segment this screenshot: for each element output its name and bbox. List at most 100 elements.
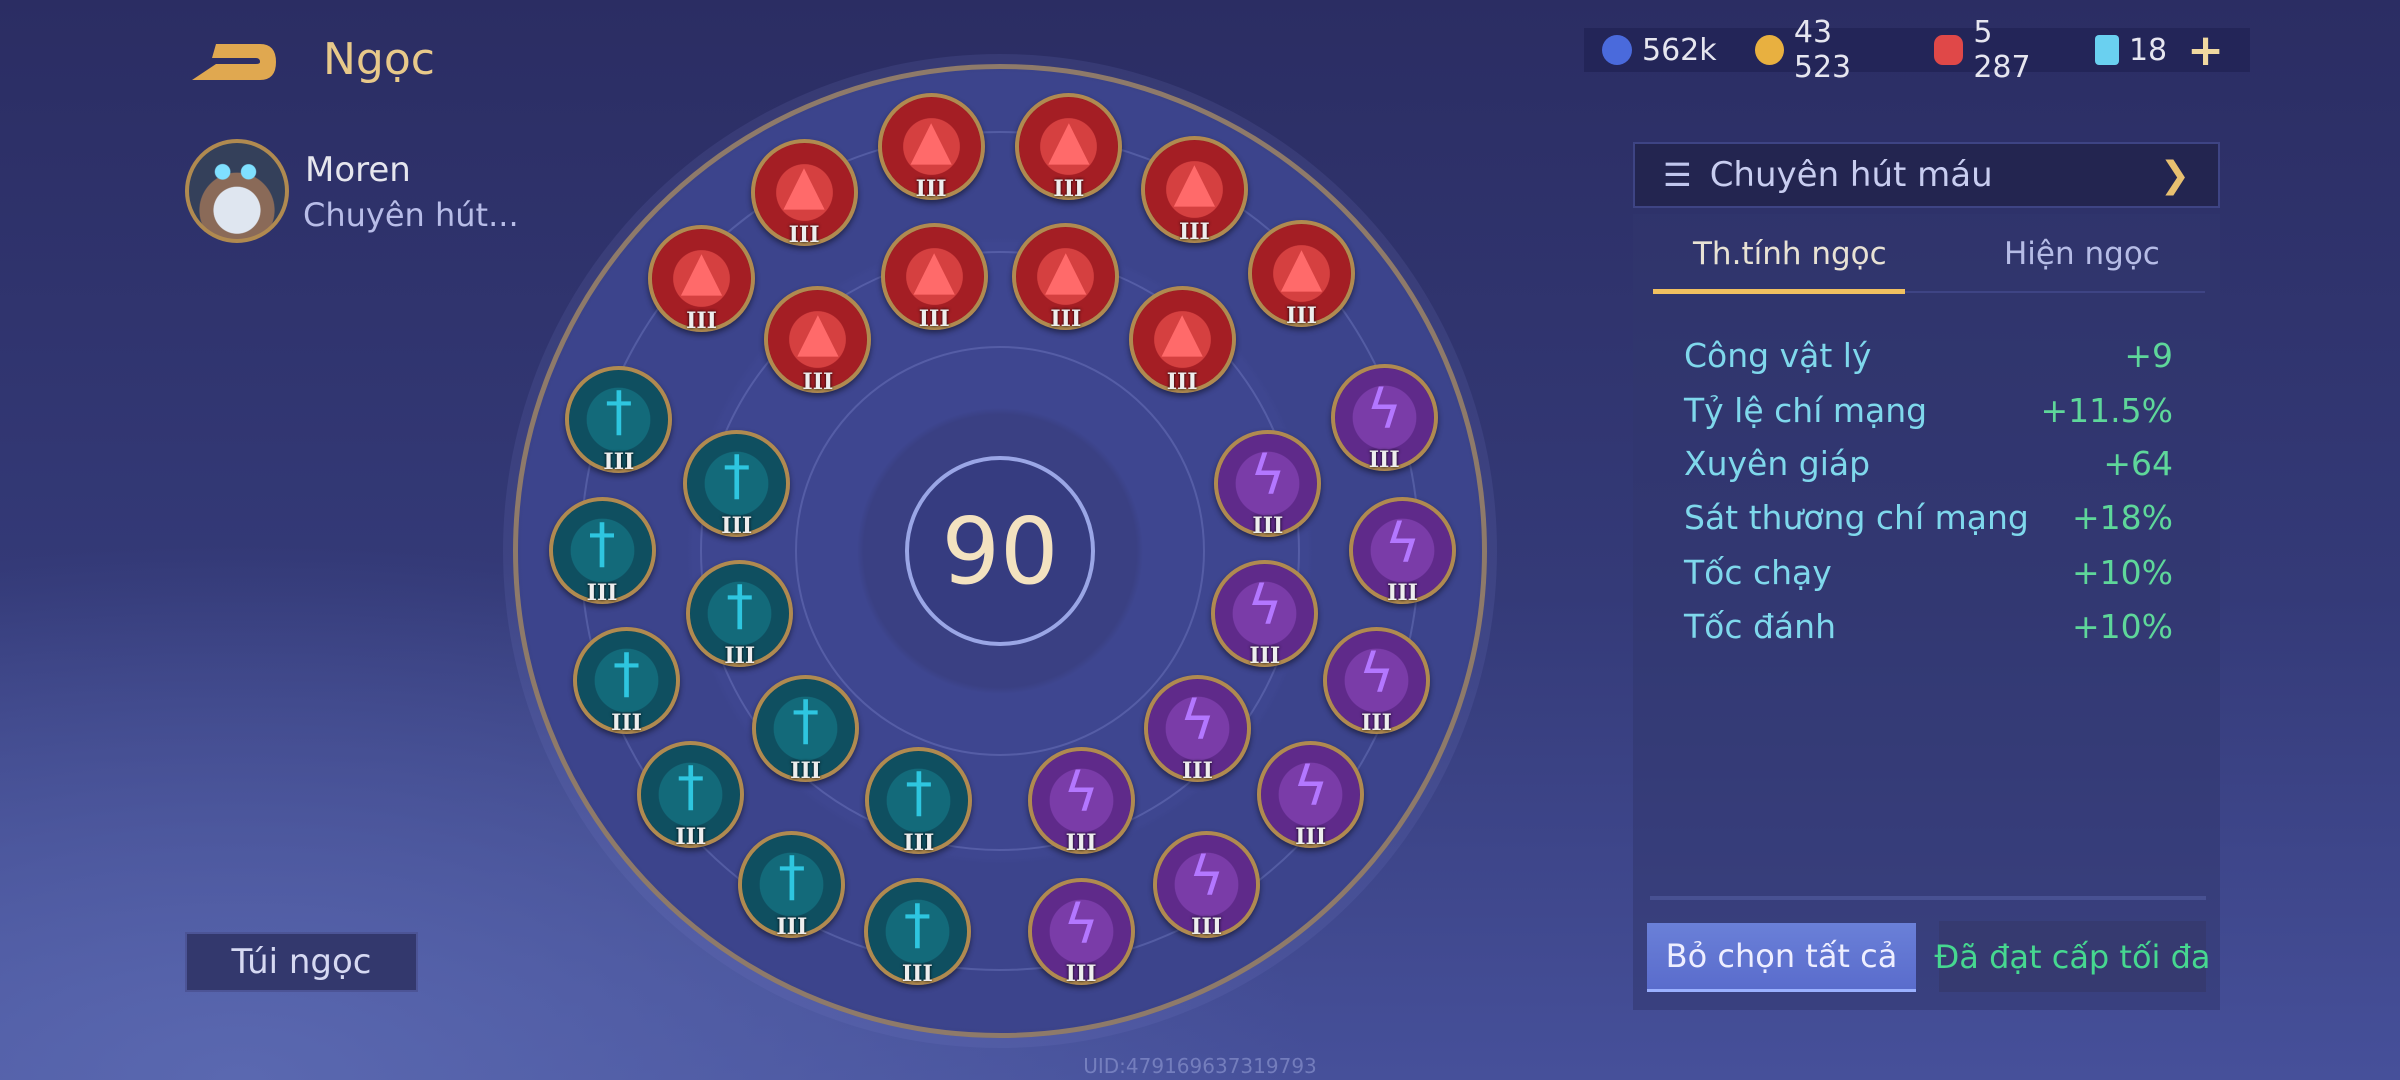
gem-level: III	[918, 306, 950, 333]
gem-slot-red[interactable]: ▲ III	[750, 138, 858, 248]
board-ring	[795, 346, 1205, 756]
gem-slot-teal[interactable]: † III	[863, 878, 971, 988]
sword-icon: †	[792, 689, 820, 753]
stat-value: +64	[2103, 444, 2173, 483]
gem-level: III	[901, 961, 933, 988]
gem-slot-teal[interactable]: † III	[637, 740, 745, 850]
gem-level: III	[1053, 176, 1085, 203]
claw-icon: ▲	[910, 107, 952, 171]
gem-slot-teal[interactable]: † III	[548, 497, 656, 607]
tab-gem-stats[interactable]: Th.tính ngọc	[1693, 236, 1887, 272]
claw-icon: ▲	[1048, 107, 1090, 171]
gem-level: III	[721, 512, 753, 539]
stat-value: +10%	[2072, 553, 2173, 592]
gem-level: III	[1178, 218, 1210, 245]
gold-coin-icon	[1754, 35, 1784, 65]
gem-slot-purple[interactable]: ϟ III	[1349, 497, 1457, 606]
claw-icon: ▲	[913, 237, 955, 301]
gem-slot-teal[interactable]: † III	[752, 674, 860, 784]
stats-panel	[1633, 214, 2220, 1010]
gem-slot-red[interactable]: ▲ III	[1248, 220, 1356, 329]
gem-level: III	[724, 642, 756, 669]
lightning-icon: ϟ	[1358, 641, 1395, 705]
add-currency-button[interactable]: +	[2187, 24, 2224, 76]
gem-slot-purple[interactable]: ϟ III	[1153, 830, 1261, 940]
gem-slot-purple[interactable]: ϟ III	[1027, 746, 1135, 856]
gem-slot-teal[interactable]: † III	[565, 365, 673, 475]
gem-slot-teal[interactable]: † III	[865, 746, 973, 856]
gem-slot-teal[interactable]: † III	[686, 559, 794, 669]
sword-icon: †	[903, 892, 931, 956]
gem-slot-red[interactable]: ▲ III	[1140, 135, 1248, 245]
gem-slot-purple[interactable]: ϟ III	[1027, 878, 1135, 988]
max-level-button: Đã đạt cấp tối đa	[1935, 921, 2211, 992]
deselect-all-button[interactable]: Bỏ chọn tất cả	[1647, 923, 1916, 992]
gem-slot-purple[interactable]: ϟ III	[1323, 627, 1431, 737]
gem-level: III	[586, 580, 618, 607]
gem-slot-purple[interactable]: ϟ III	[1211, 559, 1319, 669]
lightning-icon: ϟ	[1063, 892, 1099, 956]
gem-slot-teal[interactable]: † III	[573, 627, 681, 737]
board-ring	[700, 251, 1300, 851]
lightning-icon: ϟ	[1179, 689, 1216, 753]
gem-level: III	[611, 710, 642, 737]
gem-level: III	[1361, 710, 1392, 737]
stat-label: Sát thương chí mạng	[1684, 498, 2029, 537]
stat-label: Tốc đánh	[1684, 607, 1836, 646]
sword-icon: †	[726, 574, 754, 638]
claw-icon: ▲	[797, 300, 839, 364]
gem-level: III	[1295, 823, 1327, 850]
gem-slot-teal[interactable]: † III	[683, 429, 791, 539]
stat-value: +9	[2124, 336, 2173, 375]
gem-slot-red[interactable]: ▲ III	[764, 285, 872, 395]
claw-icon: ▲	[680, 239, 723, 303]
gem-slot-red[interactable]: ▲ III	[880, 223, 988, 333]
lightning-icon: ϟ	[1250, 444, 1286, 508]
gem-slot-red[interactable]: ▲ III	[877, 93, 985, 203]
gem-level: III	[1050, 306, 1082, 333]
sword-icon: †	[605, 380, 633, 443]
tab-show-gems[interactable]: Hiện ngọc	[2004, 236, 2160, 272]
gem-slot-teal[interactable]: † III	[738, 830, 846, 940]
stat-label: Xuyên giáp	[1684, 444, 1871, 483]
currency-red: 5 287	[1934, 15, 2057, 85]
gem-level: III	[1065, 961, 1097, 988]
red-gem-icon	[1934, 35, 1964, 65]
page-title: Ngọc	[323, 34, 435, 85]
currency-gold: 43 523	[1754, 15, 1896, 85]
gem-level: III	[675, 823, 707, 850]
stat-label: Công vật lý	[1684, 336, 1872, 375]
gem-level-total: 90	[905, 456, 1095, 646]
chevron-right-icon: ❯	[2159, 154, 2190, 196]
sword-icon: †	[905, 761, 933, 825]
stat-row: Tốc đánh +10%	[1684, 607, 2173, 646]
gem-slot-red[interactable]: ▲ III	[1012, 223, 1120, 333]
blue-coin-icon	[1602, 35, 1632, 65]
preset-name: Chuyên hút máu	[1709, 155, 1993, 195]
gem-slot-purple[interactable]: ϟ III	[1143, 674, 1251, 784]
stat-row: Xuyên giáp +64	[1684, 444, 2173, 483]
gem-bag-button[interactable]: Túi ngọc	[185, 932, 418, 992]
active-tab-indicator	[1653, 289, 1905, 294]
stat-label: Tỷ lệ chí mạng	[1684, 391, 1928, 430]
claw-icon: ▲	[1045, 237, 1087, 301]
stat-label: Tốc chạy	[1684, 553, 1832, 592]
claw-icon: ▲	[783, 153, 825, 217]
back-arrow-icon[interactable]	[186, 40, 280, 84]
stat-value: +18%	[2072, 498, 2173, 537]
gem-slot-purple[interactable]: ϟ III	[1214, 429, 1322, 539]
sword-icon: †	[613, 641, 641, 705]
gem-slot-red[interactable]: ▲ III	[1015, 93, 1123, 203]
gem-level: III	[903, 829, 935, 856]
sword-icon: †	[778, 845, 806, 909]
gem-slot-purple[interactable]: ϟ III	[1330, 363, 1438, 473]
gem-slot-red[interactable]: ▲ III	[1128, 285, 1236, 395]
gem-slot-red[interactable]: ▲ III	[648, 224, 756, 334]
preset-selector[interactable]: ☰ Chuyên hút máu ❯	[1633, 142, 2220, 208]
sword-icon: †	[588, 511, 616, 575]
gem-slot-purple[interactable]: ϟ III	[1257, 740, 1365, 850]
gem-level: III	[915, 176, 947, 203]
claw-icon: ▲	[1173, 150, 1216, 214]
hero-avatar[interactable]	[185, 139, 289, 243]
gem-level: III	[603, 448, 635, 475]
